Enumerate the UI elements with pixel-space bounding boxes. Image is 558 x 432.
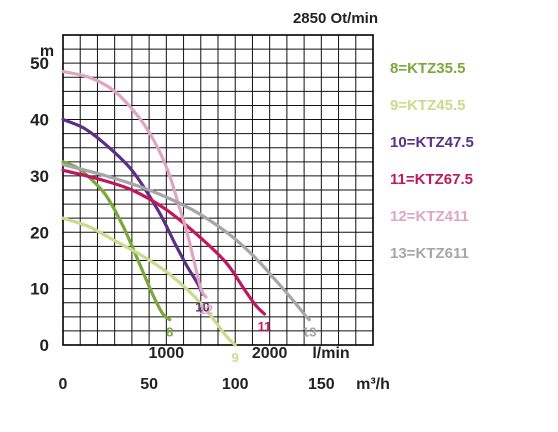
x2-tick-label: 2000	[252, 345, 288, 362]
y-axis-label: m	[40, 43, 54, 60]
x-tick-label: 100	[222, 376, 249, 393]
y-tick-label: 0	[40, 336, 49, 355]
series-line-11	[61, 168, 267, 316]
chart-title: 2850 Ot/min	[293, 10, 378, 27]
legend-item: 11=KTZ67.5	[390, 171, 473, 188]
curve-end-label: 8	[166, 325, 173, 340]
series-line-9	[61, 216, 237, 347]
x2-axis-label: l/min	[312, 345, 349, 362]
y-tick-label: 30	[30, 167, 49, 186]
x2-tick-labels: 1000 2000	[149, 345, 288, 362]
legend-item: 10=KTZ47.5	[390, 134, 474, 151]
curves	[61, 70, 311, 347]
curve-end-label: 12	[199, 302, 213, 317]
y-tick-label: 10	[30, 280, 49, 299]
legend-item: 13=KTZ611	[390, 245, 469, 262]
y-tick-labels: 0 10 20 30 40 50	[30, 54, 49, 355]
x-tick-label: 150	[308, 376, 335, 393]
curve-end-label: 10	[195, 299, 209, 314]
x-tick-label: 50	[140, 376, 158, 393]
y-tick-label: 40	[30, 111, 49, 130]
x2-tick-label: 1000	[149, 345, 185, 362]
legend-item: 8=KTZ35.5	[390, 60, 466, 77]
curve-end-label: 13	[302, 325, 316, 340]
curve-end-label: 9	[232, 350, 239, 365]
curve-end-label: 11	[258, 319, 272, 334]
plot-frame	[62, 34, 374, 346]
x-tick-label: 0	[59, 376, 68, 393]
y-tick-label: 50	[30, 54, 49, 73]
series-line-12	[61, 70, 208, 299]
series-line-10	[61, 117, 205, 296]
y-tick-label: 20	[30, 223, 49, 242]
series-line-13	[61, 163, 311, 322]
x-axis-label: m³/h	[356, 376, 390, 393]
x-tick-labels: 0 50 100 150	[59, 376, 335, 393]
legend-item: 9=KTZ45.5	[390, 97, 466, 114]
legend-item: 12=KTZ411	[390, 208, 469, 225]
grid	[62, 34, 374, 346]
curve-end-labels: 8 9 10 11 12 13	[166, 299, 316, 365]
